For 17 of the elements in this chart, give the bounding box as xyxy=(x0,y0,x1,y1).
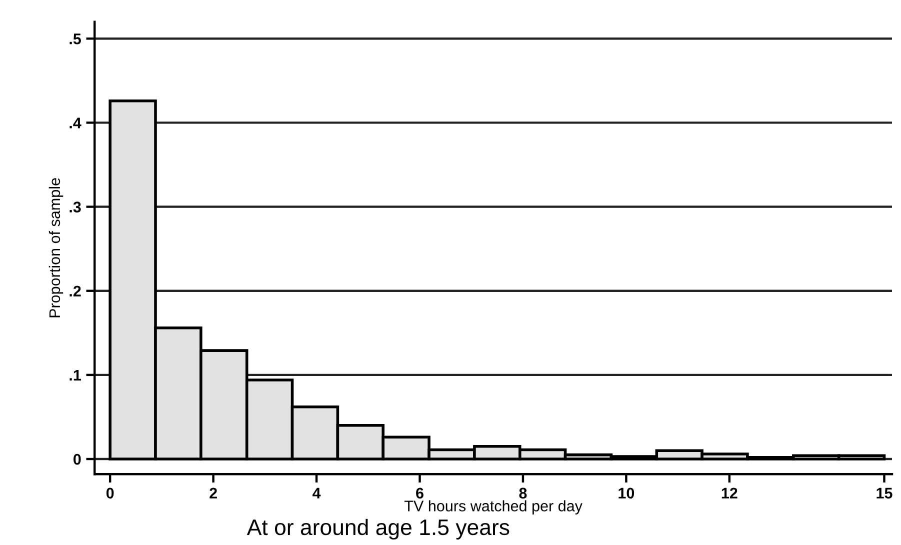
x-tick-label: 2 xyxy=(210,488,217,498)
y-tick-label: .4 xyxy=(70,118,82,128)
y-tick-label: .1 xyxy=(70,370,81,380)
x-tick-label: 12 xyxy=(722,488,738,498)
x-tick-label: 8 xyxy=(519,488,527,499)
x-tick-label: 0 xyxy=(106,488,114,499)
y-tick-label: 0 xyxy=(74,454,81,465)
x-tick-label: 6 xyxy=(416,488,424,499)
x-axis-title: TV hours watched per day xyxy=(404,500,582,514)
x-tick-label: 15 xyxy=(876,488,892,499)
x-tick-label: 4 xyxy=(312,488,321,498)
y-axis-title: Proportion of sample xyxy=(48,178,64,318)
x-tick-label: 10 xyxy=(618,488,634,499)
y-tick-label: .5 xyxy=(70,34,81,44)
text: At or around age 1.5 years xyxy=(246,518,510,540)
y-tick-label: .2 xyxy=(70,286,81,296)
y-tick-label: .3 xyxy=(70,202,81,212)
